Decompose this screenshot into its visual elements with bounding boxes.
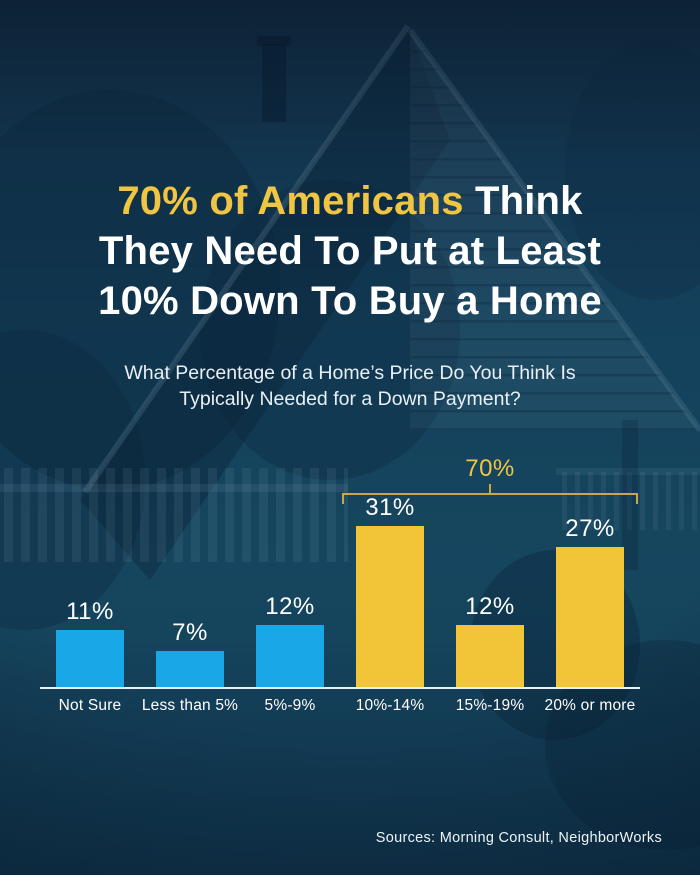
category-label: Not Sure — [58, 697, 122, 714]
sources-credit: Sources: Morning Consult, NeighborWorks — [375, 830, 662, 846]
bar-value-label: 7% — [172, 618, 208, 646]
bar-2 — [156, 650, 224, 687]
bracket-center-tick — [489, 484, 491, 493]
category-label: 10%-14% — [355, 697, 425, 714]
bar-column-6: 27% — [540, 514, 640, 687]
bar-value-label: 31% — [365, 493, 415, 521]
group-annotation-bracket: 70% — [342, 456, 638, 504]
title-line-3: 10% Down To Buy a Home — [98, 279, 602, 323]
bracket-label: 70% — [465, 455, 515, 482]
bar-value-label: 11% — [66, 597, 114, 625]
header: 70% of Americans Think They Need To Put … — [0, 176, 700, 412]
bar-column-1: 11% — [40, 597, 140, 687]
bracket-line — [342, 493, 638, 504]
category-labels: Not Sure Less than 5% 5%-9% 10%-14% 15%-19% 2… — [40, 696, 640, 716]
category-label: 15%-19% — [455, 697, 525, 714]
bars-area: 11% 7% 12% 31% 12% 27% — [40, 440, 640, 687]
bar-4 — [356, 525, 424, 687]
category-label: 5%-9% — [264, 697, 316, 714]
bar-column-2: 7% — [140, 618, 240, 687]
category-label: Less than 5% — [141, 697, 239, 714]
chart-question-line-1: What Percentage of a Home’s Price Do You… — [124, 362, 576, 384]
bar-value-label: 12% — [465, 592, 515, 620]
bar-1 — [56, 629, 124, 687]
bar-column-4: 31% — [340, 493, 440, 687]
title-line-1: 70% of Americans Think — [0, 176, 700, 226]
category-label: 20% or more — [544, 697, 636, 714]
bar-value-label: 27% — [565, 514, 615, 542]
title-highlight: 70% of Americans — [117, 179, 464, 223]
chart-baseline — [40, 687, 640, 689]
title-line-1-rest: Think — [463, 179, 583, 223]
bar-chart: 70% 11% 7% 12% 31% 12% 27% Not Sure Less than … — [40, 440, 640, 716]
bar-column-5: 12% — [440, 592, 540, 687]
chart-question: What Percentage of a Home’s Price Do You… — [0, 360, 700, 412]
bar-value-label: 12% — [265, 592, 315, 620]
page-title: 70% of Americans Think They Need To Put … — [0, 176, 700, 326]
bar-column-3: 12% — [240, 592, 340, 687]
chart-question-line-2: Typically Needed for a Down Payment? — [179, 388, 521, 410]
bar-5 — [456, 624, 524, 687]
title-line-2: They Need To Put at Least — [98, 229, 602, 273]
bar-6 — [556, 546, 624, 687]
bar-3 — [256, 624, 324, 687]
